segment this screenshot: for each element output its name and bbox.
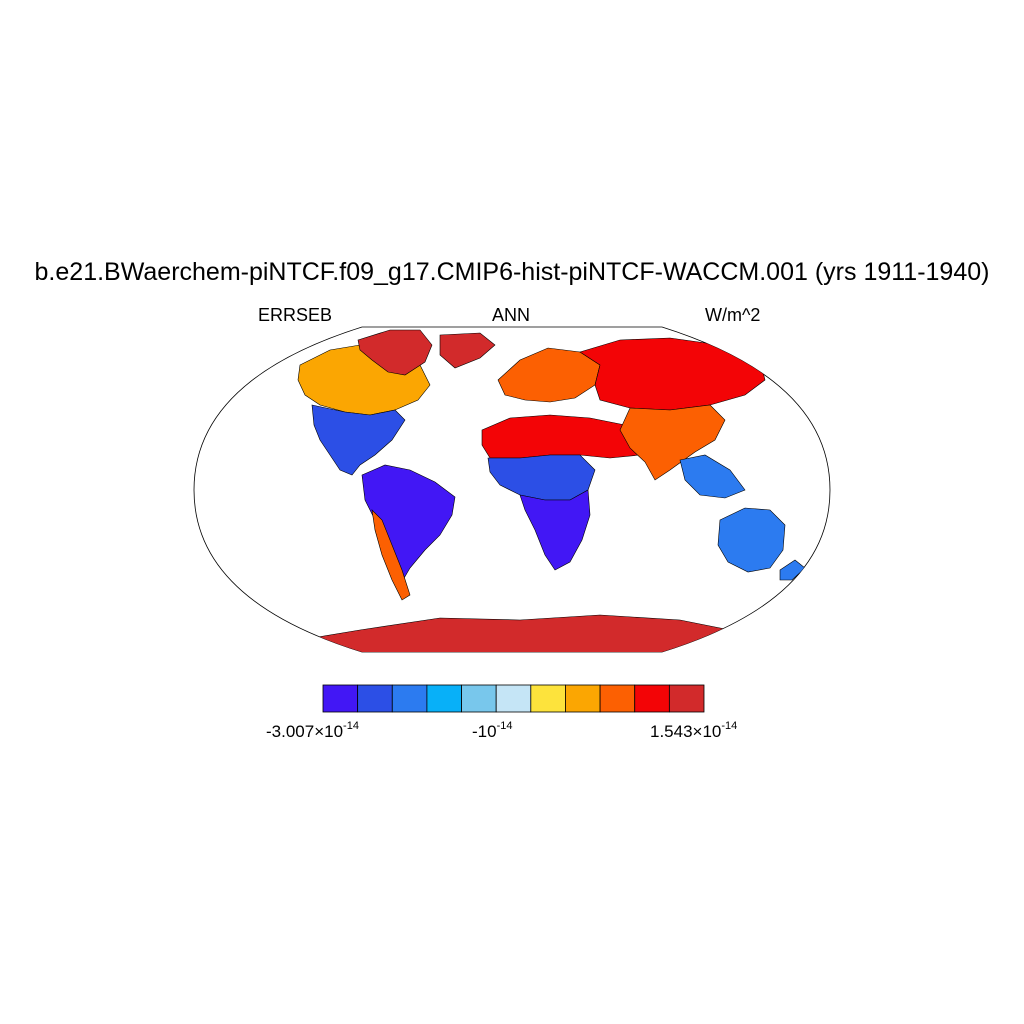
colorbar-box [357, 684, 393, 713]
colorbar-label-max: 1.543×10-14 [650, 720, 738, 741]
region-southeast-asia [679, 454, 746, 499]
colorbar-box [599, 684, 636, 713]
plot-title: b.e21.BWaerchem-piNTCF.f09_g17.CMIP6-his… [34, 258, 990, 286]
region-antarctica [299, 614, 761, 652]
region-arctic-islands [439, 332, 496, 369]
colorbar-box [426, 684, 462, 713]
colorbar-box [461, 684, 497, 713]
units-label: W/m^2 [705, 305, 761, 325]
variable-label: ERRSEB [258, 305, 333, 325]
colorbar-box [634, 684, 670, 713]
colorbar-label-min: -3.007×10-14 [266, 720, 359, 741]
region-north-america-south [311, 404, 406, 476]
colorbar-label-mid: -10-14 [472, 720, 513, 741]
region-russia-north [579, 337, 766, 411]
season-label: ANN [492, 305, 531, 325]
colorbar-box [530, 684, 566, 713]
colorbar-box [495, 684, 532, 713]
colorbar-box [322, 684, 359, 713]
region-new-zealand [779, 559, 806, 581]
region-southern-africa [519, 489, 591, 571]
colorbar-box [565, 684, 601, 713]
region-andes-patagonia [371, 509, 411, 601]
region-greenland [357, 329, 433, 376]
colorbar-box [391, 684, 428, 713]
colorbar-box [668, 684, 705, 713]
region-australia [717, 507, 786, 573]
